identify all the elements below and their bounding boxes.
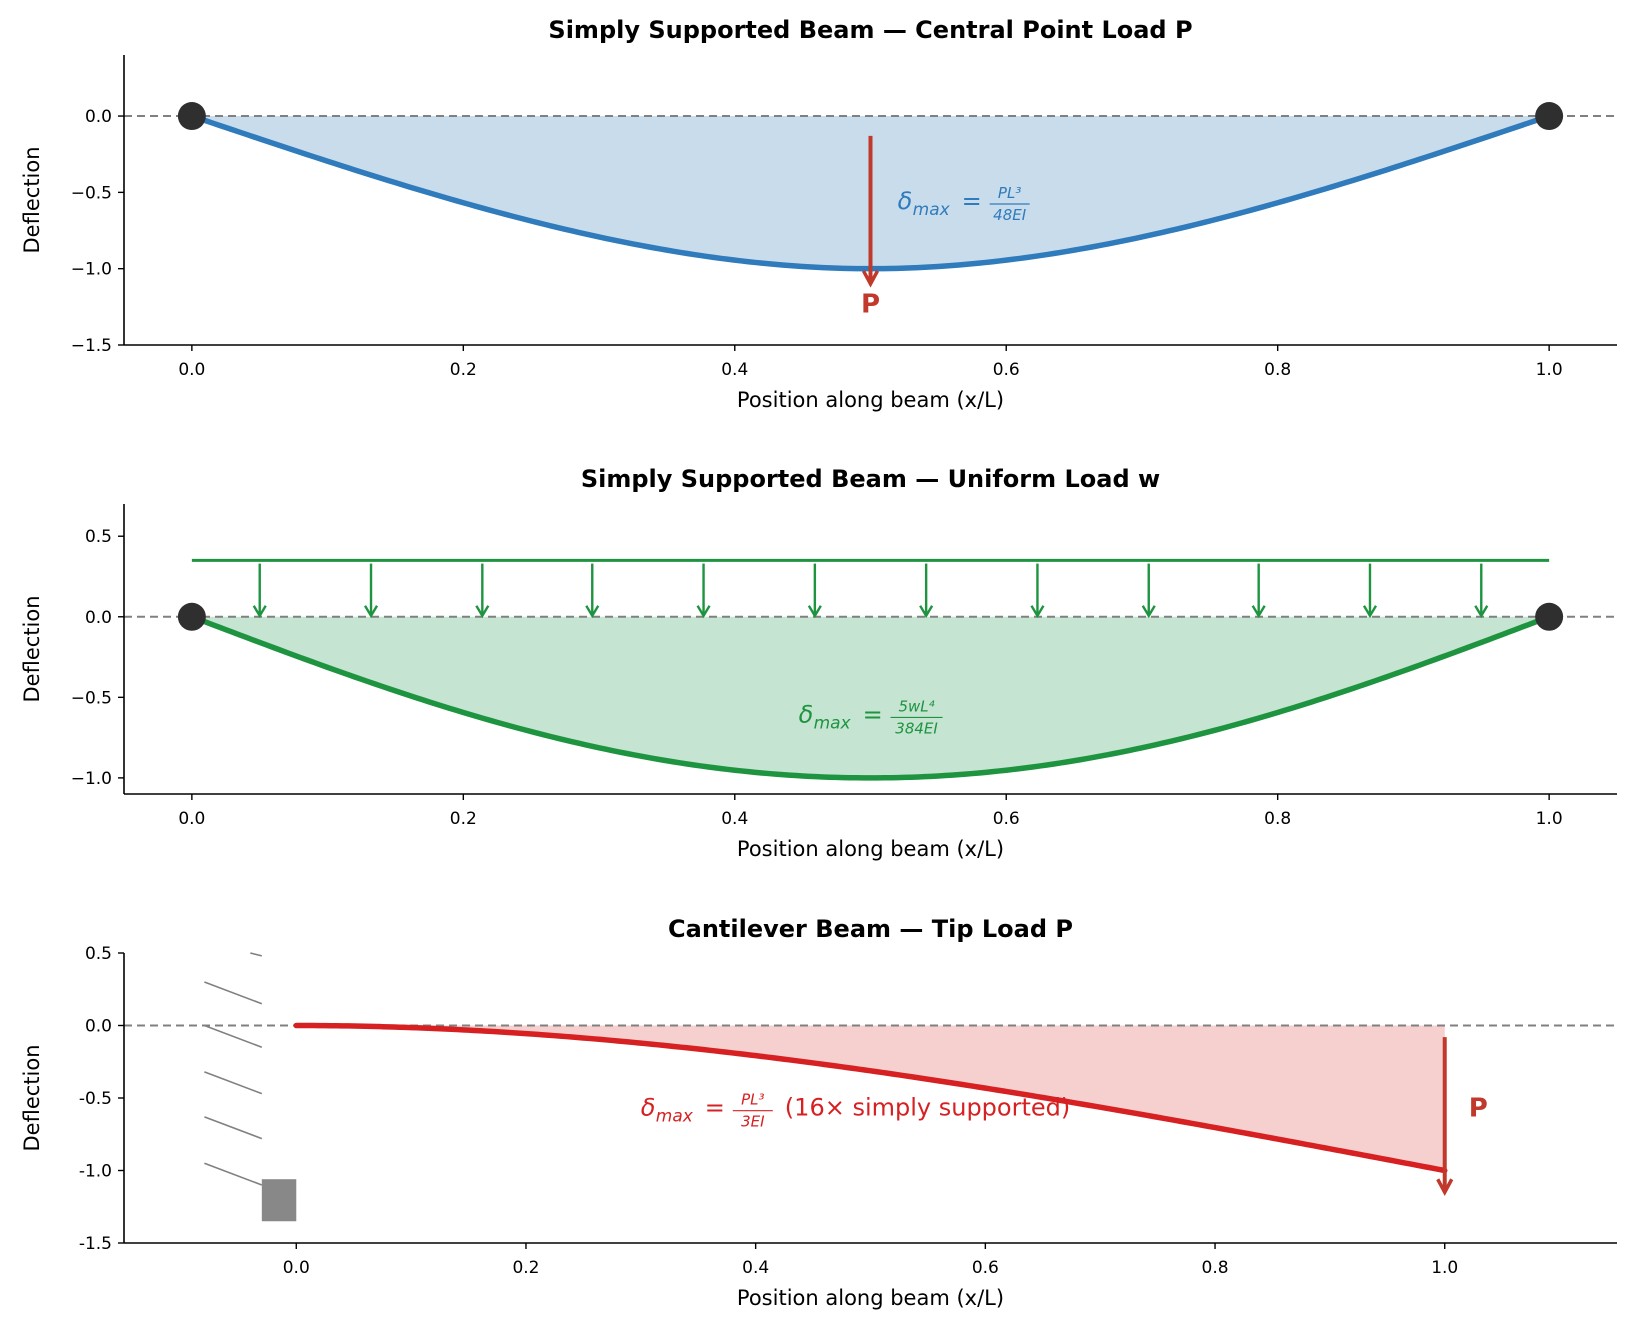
x-tick-label: 0.4: [742, 1258, 769, 1278]
y-tick-label: 0.5: [85, 527, 112, 547]
x-tick-label: 0.2: [512, 1258, 539, 1278]
y-axis-label: Deflection: [20, 595, 44, 702]
load-arrow-head: [585, 605, 600, 619]
pin-support: [177, 102, 206, 131]
x-tick-label: 0.6: [972, 1258, 999, 1278]
x-tick-label: 0.8: [1264, 360, 1291, 380]
wall-hatch-line: [204, 981, 263, 1005]
x-tick-label: 1.0: [1431, 1258, 1458, 1278]
formula-denominator: 48EI: [993, 206, 1027, 224]
y-axis-label: Deflection: [20, 1044, 44, 1151]
wall-hatch-line: [204, 1116, 263, 1140]
formula-subscript: max: [656, 1107, 694, 1127]
pin-support: [177, 602, 206, 631]
y-axis-label: Deflection: [20, 146, 44, 253]
formula-annotation: δ max = 5wL⁴ 384EI: [799, 697, 943, 737]
chart-panel-2: 0.0 0.2 0.4 0.6 0.8 1.0 0.5 0.0 −0.5 −1.0 Simply S…: [20, 465, 1617, 861]
formula-numerator: 5wL⁴: [898, 697, 934, 715]
x-tick-label: 0.8: [1264, 809, 1291, 829]
load-arrow-head: [475, 605, 490, 619]
pin-support: [1535, 102, 1564, 131]
y-tick-label: −0.5: [71, 183, 112, 203]
x-tick-label: 1.0: [1536, 809, 1563, 829]
deflection-area: [296, 1025, 1445, 1171]
load-arrow-head: [252, 605, 267, 619]
y-tick-label: 0.0: [85, 608, 112, 628]
formula-suffix: (16× simply supported): [785, 1094, 1070, 1122]
y-tick-label: -0.5: [79, 1089, 112, 1109]
x-tick-label: 0.4: [721, 360, 748, 380]
formula-denominator: 384EI: [895, 719, 938, 737]
formula-equals: =: [705, 1094, 725, 1122]
wall-hatch-line: [204, 1071, 263, 1095]
formula-subscript: max: [814, 713, 852, 733]
point-load-label: P: [1469, 1094, 1488, 1124]
load-arrow-head: [363, 605, 379, 619]
fixed-support-block: [261, 1179, 297, 1222]
formula-numerator: PL³: [741, 1091, 764, 1109]
formula-annotation: δ max = PL³ 48EI: [898, 184, 1030, 224]
deflection-curve: [293, 1022, 1448, 1174]
load-arrow-head: [1030, 605, 1045, 619]
x-tick-label: 0.0: [178, 809, 205, 829]
pin-support: [1535, 602, 1564, 631]
x-tick-label: 0.4: [721, 809, 748, 829]
formula-symbol: δ: [641, 1094, 656, 1122]
y-tick-label: 0.0: [85, 1017, 112, 1037]
x-tick-label: 0.0: [178, 360, 205, 380]
chart-title: Simply Supported Beam — Uniform Load w: [581, 465, 1160, 493]
load-arrow-head: [1474, 605, 1489, 619]
y-tick-label: −1.5: [71, 336, 112, 356]
point-load-arrow-head: [1436, 1178, 1454, 1196]
load-arrow-head: [807, 605, 822, 619]
formula-symbol: δ: [799, 700, 814, 728]
chart-panel-1: 0.0 0.2 0.4 0.6 0.8 1.0 0.0 −0.5 −1.0 −1.5 Simply …: [20, 16, 1617, 412]
x-tick-label: 0.6: [993, 809, 1020, 829]
y-tick-label: -1.5: [79, 1234, 112, 1254]
y-tick-label: −1.0: [71, 769, 112, 789]
x-axis-label: Position along beam (x/L): [737, 837, 1004, 861]
chart-title: Simply Supported Beam — Central Point Lo…: [548, 16, 1192, 44]
formula-subscript: max: [913, 200, 951, 220]
load-arrow-head: [696, 605, 711, 619]
formula-denominator: 3EI: [741, 1113, 765, 1131]
x-tick-label: 0.0: [283, 1258, 310, 1278]
x-tick-label: 0.2: [450, 360, 477, 380]
load-arrow-head: [1251, 605, 1266, 619]
wall-hatch-line: [250, 952, 263, 957]
wall-hatch-line: [204, 1024, 263, 1048]
y-tick-label: −0.5: [71, 688, 112, 708]
y-tick-label: −1.0: [71, 260, 112, 280]
x-axis-label: Position along beam (x/L): [737, 1286, 1004, 1310]
point-load-arrow-head: [861, 270, 880, 288]
y-tick-label: 0.0: [85, 107, 112, 127]
load-arrow-head: [1141, 605, 1156, 619]
y-tick-label: -1.0: [79, 1162, 112, 1182]
formula-symbol: δ: [898, 187, 913, 215]
x-tick-label: 0.6: [993, 360, 1020, 380]
chart-panel-3: 0.0 0.2 0.4 0.6 0.8 1.0 0.5 0.0 -0.5 -1.0 -1.5 Cant…: [20, 915, 1617, 1310]
wall-hatch-line: [204, 1162, 263, 1186]
x-tick-label: 0.2: [450, 809, 477, 829]
load-arrow-head: [919, 605, 934, 619]
x-tick-label: 0.8: [1202, 1258, 1229, 1278]
deflection-curve: [189, 614, 1552, 781]
x-tick-label: 1.0: [1536, 360, 1563, 380]
load-arrow-head: [1362, 605, 1378, 619]
deflection-area: [191, 616, 1550, 778]
formula-annotation: δ max = PL³ 3EI (16× simply supported): [641, 1091, 1070, 1131]
formula-equals: =: [863, 700, 883, 728]
y-tick-label: 0.5: [85, 944, 112, 964]
chart-title: Cantilever Beam — Tip Load P: [668, 915, 1073, 943]
formula-numerator: PL³: [998, 184, 1021, 202]
formula-equals: =: [962, 187, 982, 215]
x-axis-label: Position along beam (x/L): [737, 388, 1004, 412]
point-load-label: P: [861, 289, 880, 319]
